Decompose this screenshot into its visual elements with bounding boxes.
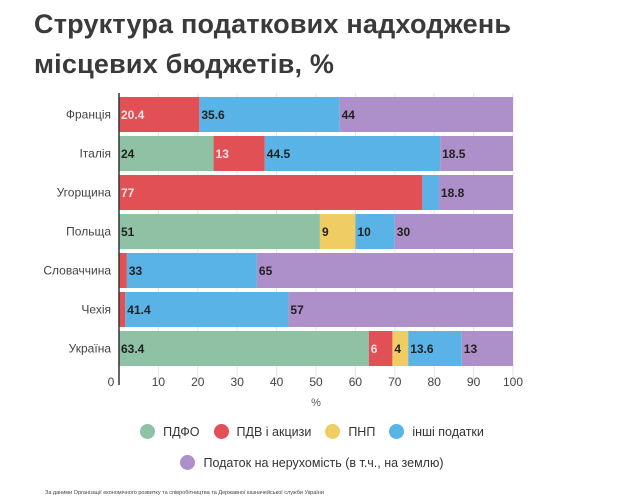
data-label: 13 bbox=[464, 342, 478, 356]
bar-segment bbox=[408, 331, 462, 366]
data-label: 9 bbox=[322, 225, 329, 239]
data-label: 30 bbox=[397, 225, 411, 239]
x-tick-label: 100 bbox=[503, 375, 523, 389]
x-axis-label: % bbox=[311, 397, 321, 409]
bar-segment bbox=[119, 253, 127, 288]
legend-label: інші податки bbox=[412, 424, 484, 439]
x-tick-label: 10 bbox=[152, 375, 166, 389]
category-label: Польща bbox=[66, 225, 111, 239]
legend-dot-icon bbox=[389, 424, 405, 439]
bar-segment bbox=[264, 136, 441, 171]
legend-item: ПНП bbox=[325, 424, 375, 439]
category-label: Франція bbox=[66, 108, 111, 122]
data-label: 44 bbox=[342, 108, 356, 122]
data-label: 6 bbox=[371, 342, 378, 356]
bar-segment bbox=[119, 292, 126, 327]
x-tick-label: 40 bbox=[270, 375, 284, 389]
x-tick-label: 30 bbox=[231, 375, 245, 389]
legend-label: Податок на нерухомість (в т.ч., на землю… bbox=[203, 455, 444, 470]
bar-segment bbox=[256, 253, 513, 288]
legend-label: ПДВ і акцизи bbox=[236, 424, 312, 439]
title-line-2: місцевих бюджетів, % bbox=[34, 49, 335, 79]
x-tick-label: 0 bbox=[108, 375, 115, 389]
legend-item: Податок на нерухомість (в т.ч., на землю… bbox=[180, 455, 444, 470]
data-label: 57 bbox=[290, 303, 304, 317]
bar-segment bbox=[339, 97, 513, 132]
data-label: 77 bbox=[121, 186, 135, 200]
legend-item: інші податки bbox=[389, 424, 484, 439]
bar-segment bbox=[119, 214, 320, 249]
x-tick-label: 50 bbox=[309, 375, 323, 389]
bar-segment bbox=[422, 175, 439, 210]
bar-segment bbox=[394, 214, 513, 249]
legend-dot-icon bbox=[213, 424, 229, 439]
data-label: 20.4 bbox=[121, 108, 145, 122]
data-label: 51 bbox=[121, 225, 135, 239]
data-label: 63.4 bbox=[121, 342, 145, 356]
legend-item: ПДВ і акцизи bbox=[213, 424, 312, 439]
legend-dot-icon bbox=[180, 455, 196, 470]
bar-segment bbox=[438, 175, 513, 210]
bar-segment bbox=[126, 253, 257, 288]
category-label: Україна bbox=[69, 342, 112, 356]
data-label: 13 bbox=[216, 147, 230, 161]
bar-segment bbox=[392, 331, 409, 366]
data-label: 13.6 bbox=[410, 342, 434, 356]
chart-title: Структура податкових надходжень місцевих… bbox=[34, 4, 511, 84]
bar-segment bbox=[440, 136, 513, 171]
bar-segment bbox=[119, 97, 200, 132]
category-label: Чехія bbox=[81, 303, 111, 317]
data-label: 44.5 bbox=[267, 147, 291, 161]
bar-segment bbox=[199, 97, 340, 132]
bar-segment bbox=[119, 136, 214, 171]
legend-row-1: ПДФО ПДВ і акцизи ПНП інші податки bbox=[0, 424, 624, 439]
footnote: За даними Організації економічного розви… bbox=[45, 490, 324, 496]
data-label: 65 bbox=[259, 264, 273, 278]
legend-label: ПНП bbox=[348, 424, 376, 439]
x-tick-label: 20 bbox=[191, 375, 205, 389]
bar-segment bbox=[125, 292, 289, 327]
category-label: Італія bbox=[79, 147, 111, 161]
bar-segment bbox=[461, 331, 513, 366]
data-label: 35.6 bbox=[201, 108, 225, 122]
x-tick-label: 80 bbox=[428, 375, 442, 389]
x-tick-label: 70 bbox=[388, 375, 402, 389]
data-label: 18.8 bbox=[441, 186, 465, 200]
legend-item: ПДФО bbox=[140, 424, 200, 439]
data-label: 4 bbox=[394, 342, 401, 356]
legend-dot-icon bbox=[140, 424, 156, 439]
data-label: 41.4 bbox=[127, 303, 151, 317]
bar-segment bbox=[288, 292, 513, 327]
legend-dot-icon bbox=[325, 424, 341, 439]
title-line-1: Структура податкових надходжень bbox=[34, 9, 512, 39]
data-label: 10 bbox=[357, 225, 371, 239]
x-tick-label: 60 bbox=[349, 375, 363, 389]
bar-segment bbox=[119, 331, 369, 366]
x-tick-label: 90 bbox=[467, 375, 481, 389]
category-label: Словаччина bbox=[43, 264, 111, 278]
bar-segment bbox=[355, 214, 395, 249]
bar-segment bbox=[119, 175, 423, 210]
stacked-bar-chart: 0 10 20 30 40 50 60 70 80 90 100 Франція 20.4 35.6 44 І… bbox=[43, 93, 523, 409]
legend-row-2: Податок на нерухомість (в т.ч., на землю… bbox=[0, 455, 624, 470]
bar-segment bbox=[319, 214, 356, 249]
data-label: 18.5 bbox=[442, 147, 466, 161]
data-label: 24 bbox=[121, 147, 135, 161]
legend-label: ПДФО bbox=[163, 424, 200, 439]
data-label: 33 bbox=[129, 264, 143, 278]
bar-segment bbox=[368, 331, 393, 366]
category-label: Угорщина bbox=[57, 186, 112, 200]
bar-segment bbox=[213, 136, 265, 171]
